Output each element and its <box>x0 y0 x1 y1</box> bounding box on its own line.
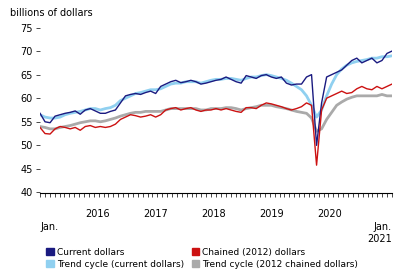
Text: Jan.
2021: Jan. 2021 <box>367 222 392 244</box>
Text: Jan.: Jan. <box>40 222 58 232</box>
Text: billions of dollars: billions of dollars <box>10 8 93 18</box>
Legend: Current dollars, Trend cycle (current dollars), Chained (2012) dollars, Trend cy: Current dollars, Trend cycle (current do… <box>44 246 360 271</box>
